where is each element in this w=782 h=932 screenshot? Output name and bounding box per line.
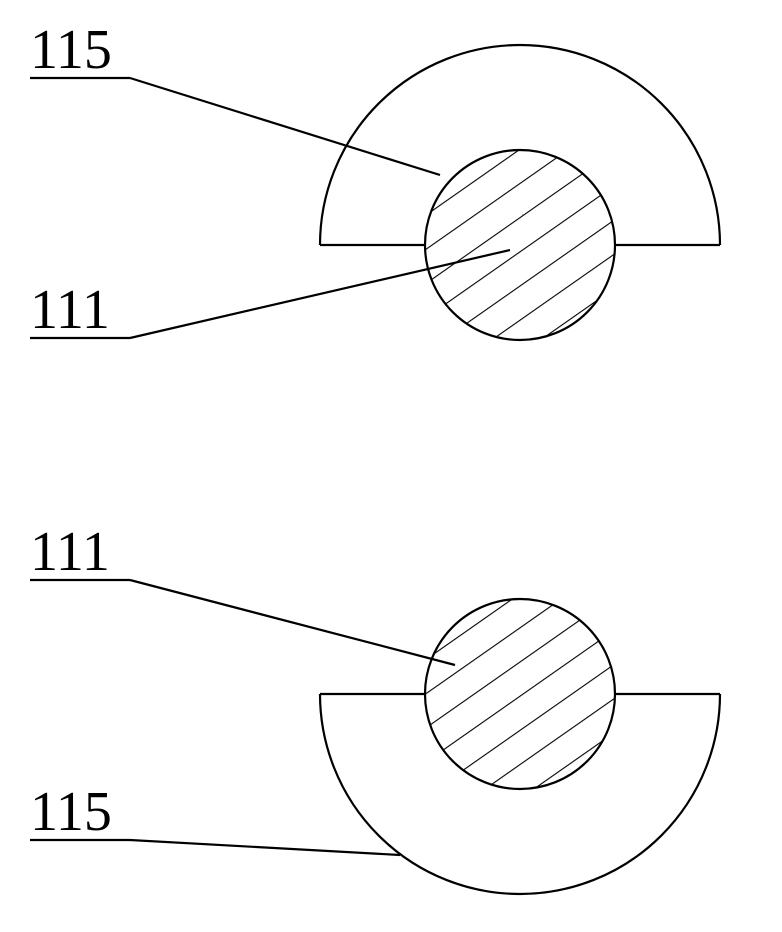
ref-leader-115-3 — [130, 840, 400, 855]
ref-leader-115-0 — [130, 78, 440, 175]
ref-leader-111-2 — [130, 580, 455, 665]
ref-label-115-0: 115 — [30, 19, 112, 81]
hub-circle-bottom — [425, 599, 615, 789]
ref-label-111-2: 111 — [30, 521, 110, 583]
hub-circle-top — [425, 150, 615, 340]
ref-label-111-1: 111 — [30, 279, 110, 341]
ref-label-115-3: 115 — [30, 781, 112, 843]
